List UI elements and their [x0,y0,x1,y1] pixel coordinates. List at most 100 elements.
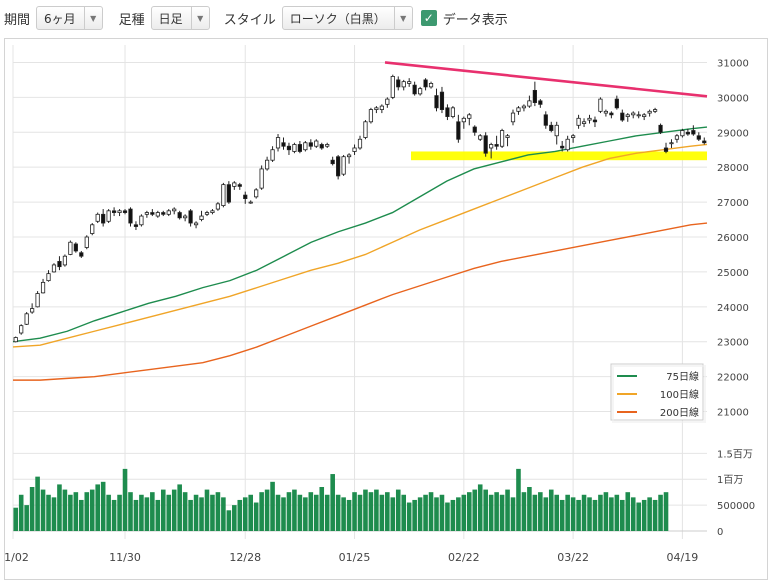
volume-bar [29,487,35,531]
volume-bar [641,499,647,531]
candle-body [538,100,543,105]
candle-body [210,210,215,213]
candle-body [685,131,690,135]
volume-bar [390,497,396,531]
candle-body [521,105,527,109]
candle-body [117,210,122,213]
volume-bar [95,484,100,531]
volume-bar [128,492,133,531]
candle-body [401,81,406,88]
volume-bar [160,489,166,531]
candle-body [139,215,144,226]
y-tick-label: 23000 [717,338,749,349]
stock-chart[interactable]: 31000 30000 29000 28000 27000 26000 25000 24000… [0,39,767,579]
candle-body [603,110,608,114]
candle-body [193,222,199,226]
candle-body [51,264,57,273]
candle-body [292,144,297,152]
volume-bar [166,494,172,531]
candle-body [702,140,707,144]
candle-body [571,135,576,138]
candle-body [499,130,505,147]
volume-bar [297,494,303,531]
candle-body [527,100,532,107]
candle-body [554,124,559,137]
candle-body [614,98,619,109]
data-display-label[interactable]: データ表示 [442,12,508,28]
volume-bar [319,487,325,531]
volume-bar [341,497,346,531]
y-tick-label: 26000 [717,233,749,244]
candle-body [90,224,95,234]
volume-bar [210,494,215,531]
x-tick-label: 04/19 [667,551,699,564]
volume-bar [439,494,445,531]
style-select[interactable]: ローソク（白黒） ▼ [281,6,413,30]
candle-body [428,83,434,88]
legend-label: 200日線 [660,406,699,419]
candle-body [265,159,270,170]
volume-bar [603,492,609,531]
candle-body [576,117,581,126]
volume-bar [286,492,292,531]
volume-bar [89,489,95,531]
volume-bar [581,494,587,531]
volume-bar [538,492,543,531]
volume-tick-label: 500000 [717,501,755,512]
volume-bar [385,492,390,531]
candle-body [379,105,384,110]
data-display-checkbox[interactable]: ✓ [420,10,437,26]
volume-bar [324,494,330,531]
volume-bar [303,497,308,531]
candle-body [467,114,472,119]
candle-body [489,144,494,149]
volume-bar [193,494,199,531]
volume-bar [40,489,46,531]
volume-bar [636,502,641,531]
volume-bar [275,494,281,531]
ma75-line [12,126,708,343]
candle-body [494,144,499,147]
candle-body [598,98,603,112]
foot-select[interactable]: 日足 ▼ [150,6,210,30]
candle-body [357,138,363,149]
candle-body [84,236,89,248]
volume-bar [499,494,505,531]
chevron-down-icon: ▼ [393,7,412,29]
volume-bar [521,492,527,531]
candle-body [150,212,155,215]
candle-body [691,130,696,135]
candle-body [434,95,439,109]
period-select[interactable]: 6ヶ月 ▼ [36,6,103,30]
candle-body [183,215,188,219]
volume-bar [663,492,669,531]
volume-bar [122,468,128,531]
volume-bar [232,505,237,531]
volume-bar [188,499,193,531]
x-tick-label: 02/22 [448,551,480,564]
candle-body [336,156,341,177]
foot-select-value: 日足 [158,11,183,26]
volume-bar [150,492,155,531]
volume-bar [406,502,412,531]
candle-body [363,121,368,138]
candle-body [549,124,554,131]
candle-body [281,142,286,147]
candle-body [620,112,625,121]
volume-bar [248,494,254,531]
candle-body [385,98,390,105]
volume-bar [598,494,603,531]
candle-body [237,184,242,187]
volume-bar [647,497,652,531]
volume-bar [253,502,259,531]
candle-body [478,135,483,140]
candle-body [505,135,510,138]
candle-body [439,91,445,110]
volume-bar [352,492,357,531]
candle-body [663,147,669,152]
candle-body [674,135,680,140]
volume-bar [450,499,456,531]
candle-body [254,189,259,198]
candle-body [226,184,231,203]
candle-body [215,203,221,210]
